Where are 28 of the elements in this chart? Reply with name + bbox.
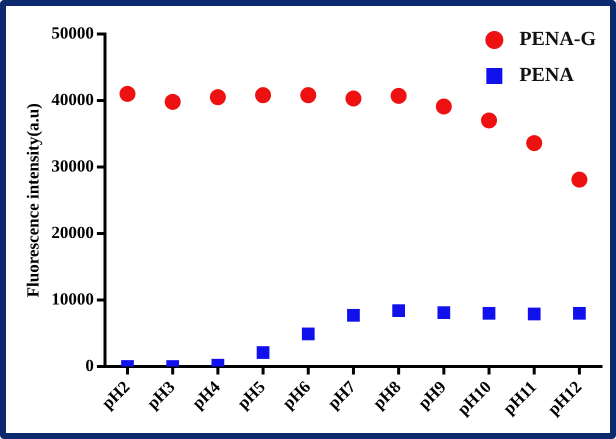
y-tick-label: 20000 [51, 222, 94, 242]
y-tick-label: 10000 [51, 289, 94, 308]
point [302, 328, 315, 340]
point [436, 98, 452, 114]
y-tick-label: 30000 [51, 156, 94, 176]
point [437, 306, 450, 320]
point [526, 135, 542, 152]
point [390, 88, 407, 104]
point [256, 346, 270, 359]
point [392, 304, 406, 318]
point [119, 86, 136, 102]
point [481, 112, 498, 128]
point [347, 308, 360, 322]
point [573, 306, 586, 320]
point [255, 87, 272, 104]
point [571, 172, 588, 188]
point [210, 89, 226, 106]
y-tick-label: 50000 [51, 23, 94, 42]
y-tick-label: 40000 [51, 90, 94, 109]
legend-label: PENA-G [519, 28, 596, 50]
y-axis-title: Fluorescence intensity(a.u) [24, 103, 43, 298]
point [482, 306, 496, 320]
point [345, 90, 362, 107]
point [300, 87, 316, 104]
y-tick-label: 0 [85, 356, 94, 375]
point [528, 308, 541, 320]
legend-label: PENA [519, 64, 574, 86]
point [164, 94, 181, 110]
